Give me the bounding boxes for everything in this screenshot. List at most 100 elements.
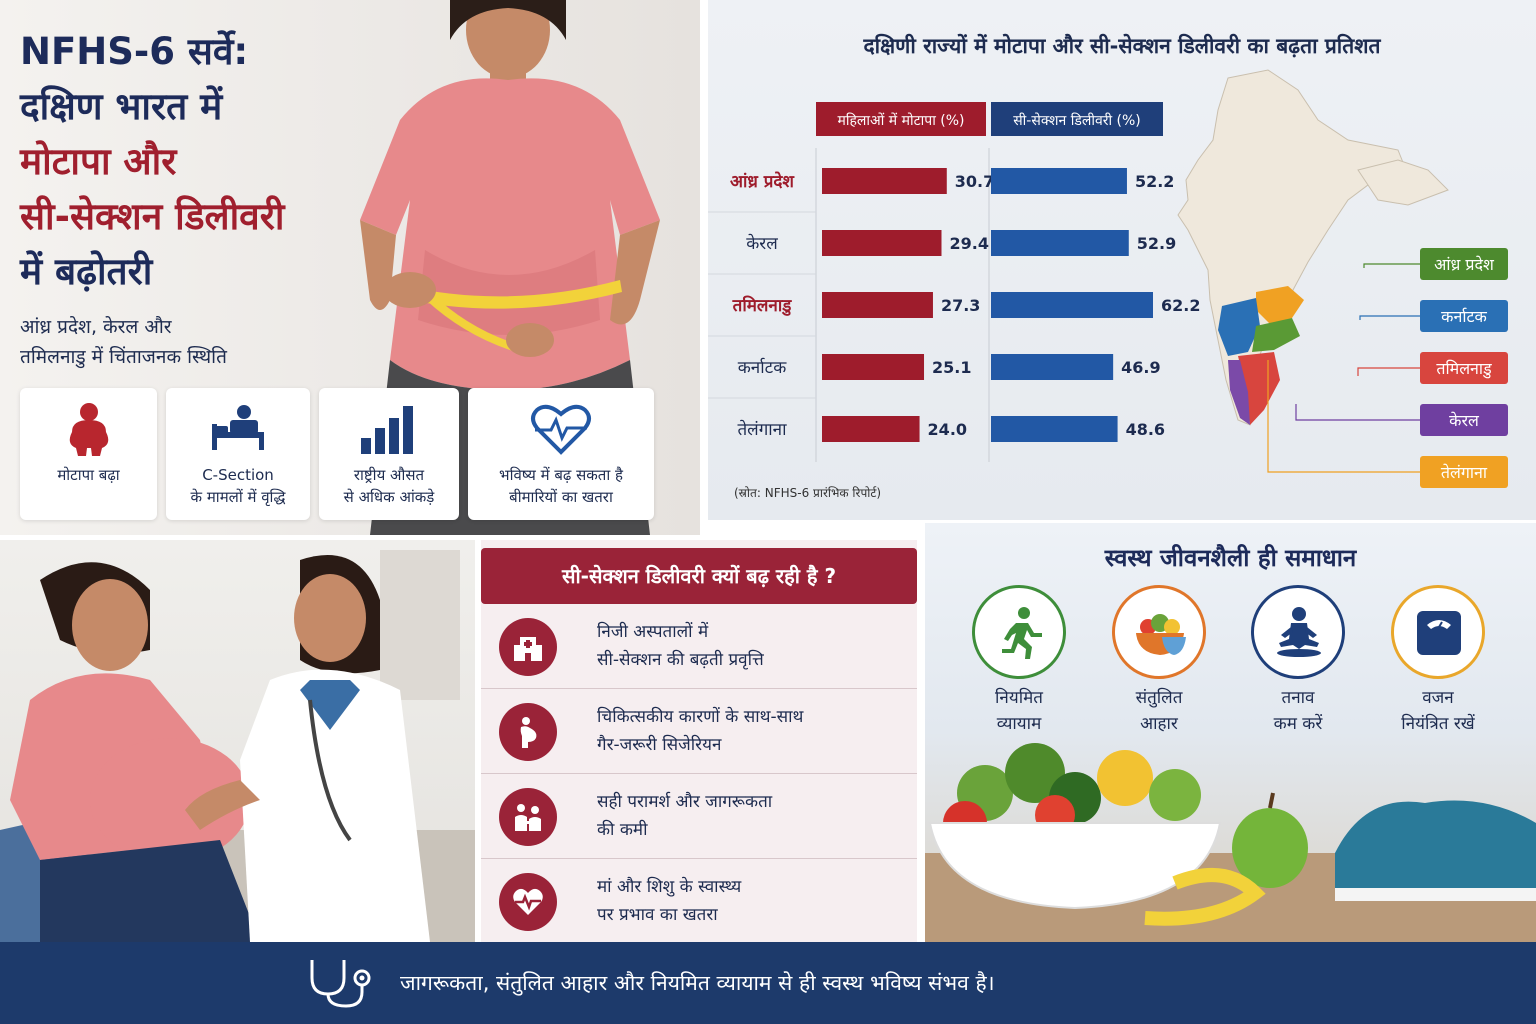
why-item-icon-bg [499, 788, 557, 846]
lifestyle-label: कम करें [1273, 714, 1323, 734]
why-item-text: सी-सेक्शन की बढ़ती प्रवृत्ति [597, 650, 764, 670]
lifestyle-item: नियमित व्यायाम [964, 585, 1074, 737]
lifestyle-label: तनाव [1281, 688, 1315, 708]
lifestyle-label: वजन [1422, 688, 1454, 708]
title-line: में बढ़ोतरी [20, 250, 153, 293]
heart-pulse-icon [531, 404, 591, 455]
map-legend-box [1420, 456, 1508, 488]
pregnant-woman-icon [520, 717, 537, 748]
title-line: मोटापा और [20, 140, 177, 183]
healthy-lifestyle-panel: स्वस्थ जीवनशैली ही समाधान नियमित व्यायाम … [925, 523, 1536, 942]
why-item-text: सही परामर्श और जागरूकता [597, 792, 773, 812]
map-legend-label: केरल [1449, 411, 1480, 430]
lifestyle-title: स्वस्थ जीवनशैली ही समाधान [1104, 544, 1357, 572]
title-line: NFHS-6 सर्वे: [20, 30, 249, 73]
pregnant-woman-with-doctor-illustration [0, 550, 475, 942]
lifestyle-item: वजन नियंत्रित रखें [1383, 585, 1493, 737]
lifestyle-icon-circle [972, 585, 1066, 679]
legend-label: महिलाओं में मोटापा (%) [837, 112, 964, 129]
card-label: मोटापा बढ़ा [57, 466, 120, 484]
why-item-text: निजी अस्पतालों में [597, 622, 709, 642]
bar-chart: महिलाओं में मोटापा (%) सी-सेक्शन डिलीवरी … [708, 102, 1508, 488]
footer-text: जागरूकता, संतुलित आहार और नियमित व्यायाम… [400, 971, 995, 995]
title-line: दक्षिण भारत में [20, 85, 223, 128]
bar [822, 354, 925, 380]
map-legend-label: आंध्र प्रदेश [1434, 255, 1495, 274]
meditation-icon [1277, 607, 1321, 657]
legend-box [816, 102, 986, 136]
lifestyle-icon-circle [1251, 585, 1345, 679]
legend-box [991, 102, 1163, 136]
data-label: 30.7 [955, 172, 994, 191]
subtitle-line: तमिलनाडु में चिंताजनक स्थिति [20, 346, 227, 368]
why-item-icon-bg [499, 618, 557, 676]
data-label: 46.9 [1121, 358, 1160, 377]
lifestyle-label: नियंत्रित रखें [1401, 714, 1475, 734]
map-legend-box [1420, 352, 1508, 384]
category-label: तमिलनाडु [732, 295, 793, 316]
why-item: चिकित्सकीय कारणों के साथ-साथ गैर-जरूरी सि… [481, 689, 917, 774]
data-label: 29.4 [949, 234, 988, 253]
bar [991, 292, 1153, 318]
legend-label: सी-सेक्शन डिलीवरी (%) [1013, 112, 1141, 129]
why-item-text: की कमी [597, 820, 648, 840]
weighing-scale-icon [1417, 611, 1461, 655]
lifestyle-icon-circle [1391, 585, 1485, 679]
card-label: बीमारियों का खतरा [509, 488, 613, 506]
category-label: आंध्र प्रदेश [730, 171, 795, 192]
card-label: के मामलों में वृद्धि [190, 488, 286, 506]
map-legend-label: तमिलनाडु [1436, 359, 1492, 379]
card-obesity: मोटापा बढ़ा [20, 388, 157, 520]
title-line: सी-सेक्शन डिलीवरी [20, 195, 285, 238]
india-map-illustration [1177, 69, 1449, 426]
bar [822, 168, 947, 194]
map-legend-label: तेलंगाना [1441, 463, 1488, 482]
category-label: केरल [746, 233, 778, 254]
map-connector [1363, 263, 1420, 268]
bar [991, 168, 1127, 194]
salad-bowl-icon [1136, 614, 1186, 655]
map-connector [1267, 360, 1420, 473]
card-national-average: राष्ट्रीय औसत से अधिक आंकड़े [319, 388, 459, 520]
lifestyle-label: संतुलित [1135, 688, 1183, 708]
card-label: भविष्य में बढ़ सकता है [499, 466, 623, 484]
data-label: 25.1 [932, 358, 971, 377]
lifestyle-item: संतुलित आहार [1104, 585, 1214, 737]
intro-panel: NFHS-6 सर्वे: दक्षिण भारत में मोटापा और … [0, 0, 700, 535]
doctor-consultation-photo [0, 540, 475, 942]
why-item: निजी अस्पतालों में सी-सेक्शन की बढ़ती प्र… [481, 604, 917, 689]
bar [822, 230, 942, 256]
data-label: 27.3 [941, 296, 980, 315]
card-label: से अधिक आंकड़े [343, 488, 435, 506]
chart-panel: दक्षिणी राज्यों में मोटापा और सी-सेक्शन … [708, 0, 1536, 520]
why-item-text: गैर-जरूरी सिजेरियन [597, 735, 722, 755]
bar [822, 292, 933, 318]
counseling-icon [515, 804, 541, 831]
chart-title: दक्षिणी राज्यों में मोटापा और सी-सेक्शन … [863, 34, 1381, 58]
footer-banner: जागरूकता, संतुलित आहार और नियमित व्यायाम… [0, 942, 1536, 1024]
data-label: 24.0 [928, 420, 967, 439]
lifestyle-icon-circle [1112, 585, 1206, 679]
heart-pulse-icon [513, 888, 543, 915]
bar [991, 354, 1114, 380]
map-legend-label: कर्नाटक [1441, 307, 1487, 326]
map-connector [1295, 404, 1420, 421]
bar-chart-icon [361, 406, 413, 454]
running-person-icon [1002, 607, 1042, 659]
card-csection: C-Section के मामलों में वृद्धि [166, 388, 310, 520]
subtitle-line: आंध्र प्रदेश, केरल और [20, 316, 172, 338]
stethoscope-icon [310, 960, 371, 1008]
why-item-icon-bg [499, 703, 557, 761]
why-item-icon-bg [499, 873, 557, 931]
healthy-food-and-shoes-illustration [925, 743, 1536, 942]
map-legend-box [1420, 404, 1508, 436]
bar [991, 416, 1118, 442]
why-item: मां और शिशु के स्वास्थ्य पर प्रभाव का खतर… [481, 859, 917, 942]
map-legend-box [1420, 248, 1508, 280]
why-csection-panel: सी-सेक्शन डिलीवरी क्यों बढ़ रही है ? निज… [481, 540, 917, 942]
lifestyle-label: नियमित [995, 688, 1043, 708]
card-label: C-Section [202, 466, 274, 484]
hospital-bed-icon [212, 405, 264, 450]
page-subtitle: आंध्र प्रदेश, केरल और तमिलनाडु में चिंता… [20, 312, 350, 372]
data-label: 48.6 [1126, 420, 1165, 439]
